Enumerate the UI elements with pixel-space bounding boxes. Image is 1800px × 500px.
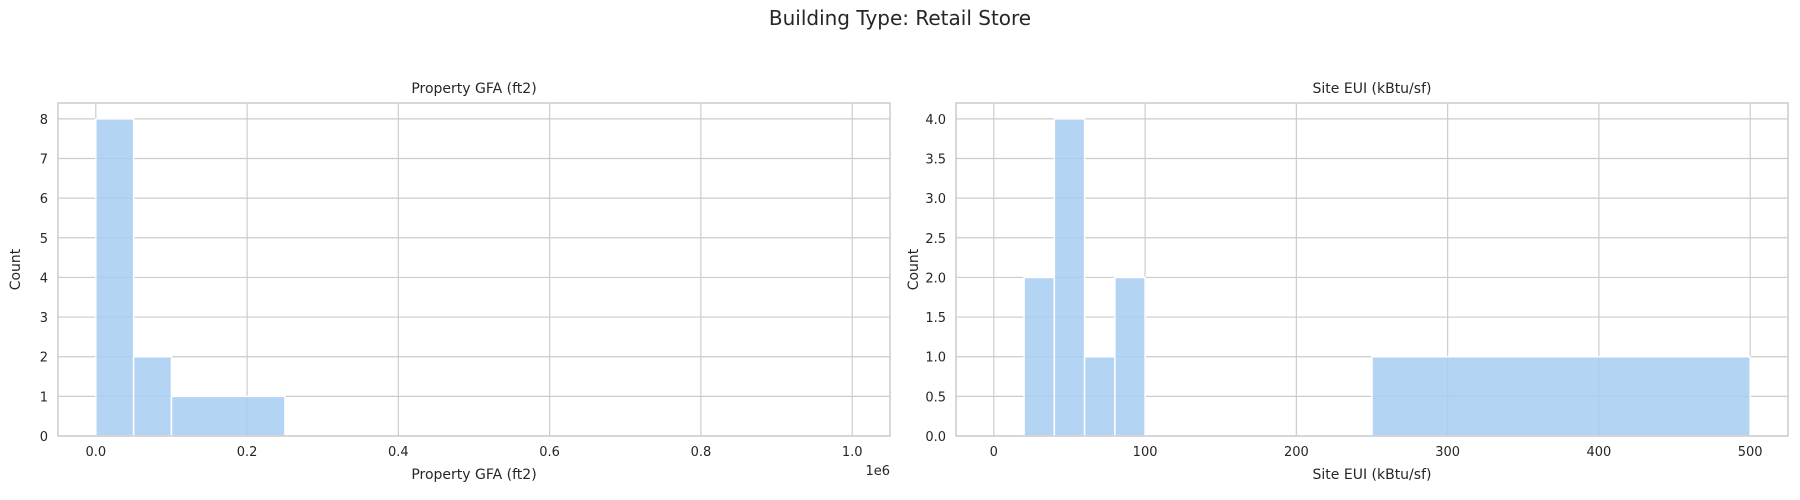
x-tick-label: 200 [1284, 445, 1309, 460]
histogram-bar [1053, 118, 1086, 437]
x-axis-offset-text: 1e6 [865, 464, 890, 479]
x-axis-label: Site EUI (kBtu/sf) [1313, 467, 1432, 483]
y-tick-label: 0 [40, 430, 48, 445]
x-tick-label: 500 [1738, 445, 1763, 460]
y-tick-label: 1 [40, 390, 48, 405]
y-tick-label: 2 [40, 351, 48, 366]
x-axis-label: Property GFA (ft2) [411, 467, 536, 483]
histogram-bar [1114, 276, 1146, 437]
subplot-title: Property GFA (ft2) [411, 81, 536, 97]
x-tick-label: 400 [1586, 445, 1611, 460]
x-tick-label: 0 [990, 445, 998, 460]
histogram-bar [1023, 276, 1056, 437]
x-tick-label: 1.0 [842, 445, 863, 460]
y-tick-label: 8 [40, 113, 48, 128]
histogram-bar [95, 118, 135, 437]
y-tick-label: 1.5 [925, 311, 946, 326]
y-tick-label: 3.0 [925, 192, 946, 207]
histogram-bar [132, 355, 173, 437]
y-axis-label: Count [906, 248, 922, 290]
subplot-title: Site EUI (kBtu/sf) [1313, 81, 1432, 97]
y-tick-label: 4.0 [925, 113, 946, 128]
y-tick-label: 3 [40, 311, 48, 326]
y-tick-label: 4 [40, 271, 48, 286]
x-tick-label: 0.4 [388, 445, 409, 460]
x-tick-label: 300 [1435, 445, 1460, 460]
y-tick-label: 5 [40, 232, 48, 247]
y-tick-label: 1.0 [925, 351, 946, 366]
x-tick-label: 0.0 [85, 445, 106, 460]
x-tick-label: 0.6 [539, 445, 560, 460]
y-tick-label: 2.5 [925, 232, 946, 247]
y-tick-label: 6 [40, 192, 48, 207]
y-tick-label: 2.0 [925, 271, 946, 286]
subplot-1: 0.0 0.2 0.4 0.6 0.8 1.0 0 1 2 3 4 5 6 7 8 Property GFA … [8, 81, 891, 483]
figure-suptitle: Building Type: Retail Store [768, 6, 1032, 30]
x-tick-label: 0.8 [691, 445, 712, 460]
histogram-bar [170, 395, 286, 437]
y-tick-label: 7 [40, 153, 48, 168]
y-axis-label: Count [8, 248, 24, 290]
y-tick-label: 0.0 [925, 430, 946, 445]
x-tick-label: 0.2 [237, 445, 258, 460]
histogram-bar [1371, 355, 1751, 437]
x-tick-label: 100 [1133, 445, 1158, 460]
y-tick-label: 3.5 [925, 153, 946, 168]
axes-frame [57, 102, 891, 437]
y-tick-label: 0.5 [925, 390, 946, 405]
histogram-bar [1083, 355, 1116, 437]
subplot-2: 0 100 200 300 400 500 0.0 0.5 1.0 1.5 2.0 2.5 3.0 3.5… [906, 81, 1789, 483]
axes-frame [955, 102, 1789, 437]
